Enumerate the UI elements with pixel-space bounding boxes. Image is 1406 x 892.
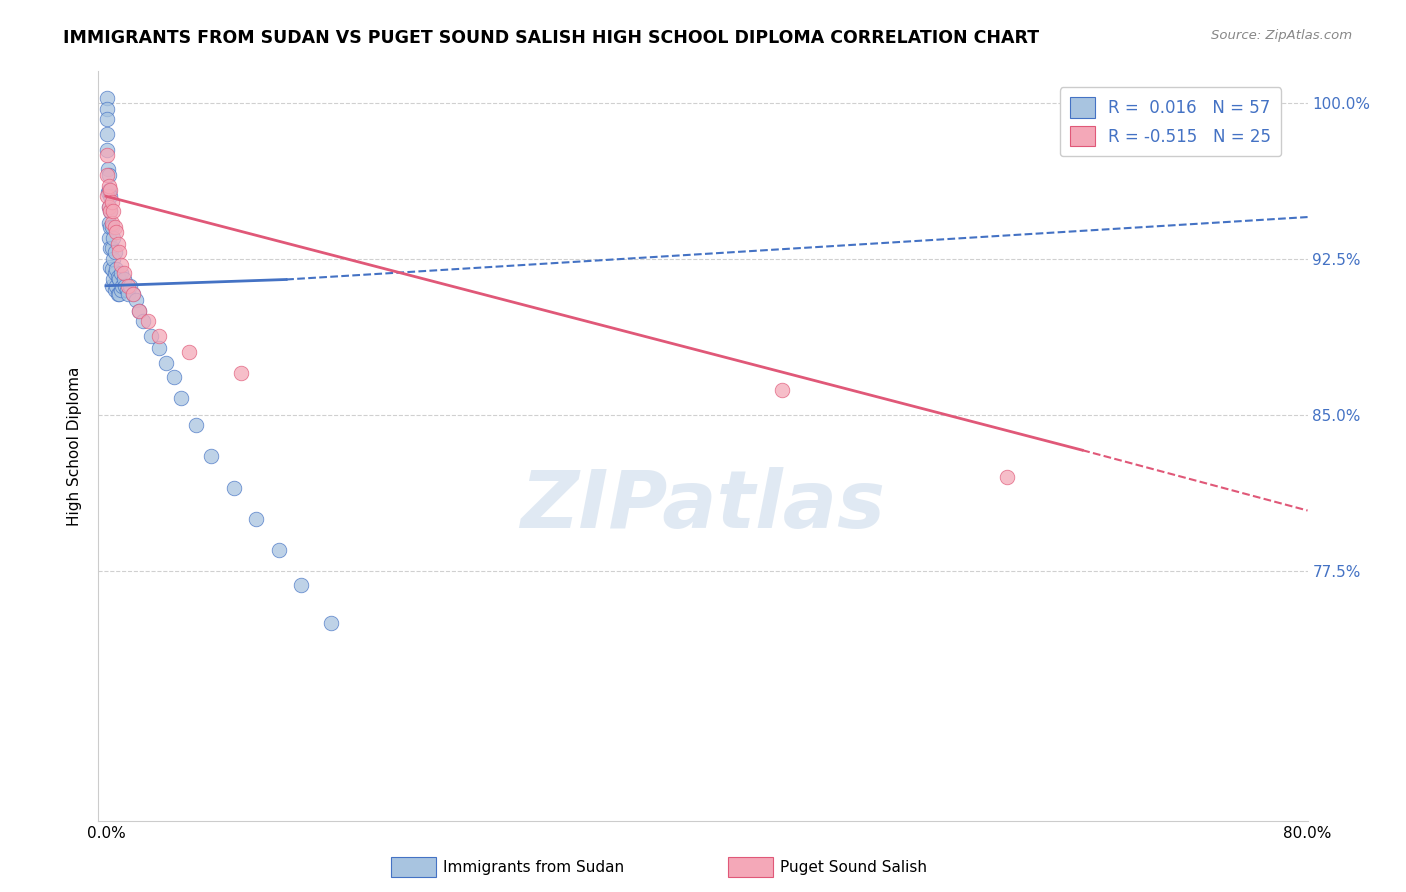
Point <box>101 220 124 235</box>
Point <box>103 272 125 286</box>
Point <box>103 252 125 266</box>
Point <box>96 169 118 183</box>
Point <box>96 91 118 105</box>
Point <box>200 450 222 464</box>
Point <box>103 231 125 245</box>
Point <box>132 314 155 328</box>
Text: Puget Sound Salish: Puget Sound Salish <box>780 860 928 874</box>
Point <box>321 615 343 630</box>
Point <box>105 262 128 277</box>
Point <box>155 356 177 370</box>
Point <box>100 189 122 203</box>
Point <box>101 241 124 255</box>
Point <box>184 418 207 433</box>
Point <box>101 195 124 210</box>
Point <box>995 470 1018 484</box>
Point <box>118 278 141 293</box>
Point <box>97 216 120 230</box>
Point <box>107 237 129 252</box>
Point <box>107 287 129 301</box>
Point <box>110 258 132 272</box>
Point <box>104 266 127 280</box>
Point <box>108 272 131 286</box>
Point <box>101 278 124 293</box>
Point <box>112 272 135 286</box>
Point <box>96 147 118 161</box>
Point <box>170 391 193 405</box>
Point <box>267 543 290 558</box>
Point <box>148 328 170 343</box>
Point <box>96 112 118 127</box>
Point <box>122 287 145 301</box>
Point <box>104 220 127 235</box>
Point <box>128 303 150 318</box>
Point <box>100 260 122 274</box>
Point <box>111 278 134 293</box>
Point <box>290 578 312 592</box>
Point <box>245 512 267 526</box>
Point <box>96 127 118 141</box>
Point <box>222 481 245 495</box>
Point <box>125 293 148 308</box>
Point <box>177 345 200 359</box>
Point <box>139 328 162 343</box>
Point <box>108 245 131 260</box>
Point <box>148 341 170 355</box>
Point <box>115 283 138 297</box>
Point <box>96 102 118 116</box>
Legend: R =  0.016   N = 57, R = -0.515   N = 25: R = 0.016 N = 57, R = -0.515 N = 25 <box>1060 87 1281 156</box>
Point <box>97 169 120 183</box>
Point <box>105 225 128 239</box>
Point <box>97 231 120 245</box>
Point <box>107 270 129 285</box>
Point <box>100 241 122 255</box>
Point <box>770 383 793 397</box>
Point <box>96 144 118 158</box>
Point <box>105 278 128 293</box>
Point <box>114 278 136 293</box>
Text: Source: ZipAtlas.com: Source: ZipAtlas.com <box>1212 29 1353 42</box>
Text: ZIPatlas: ZIPatlas <box>520 467 886 545</box>
Point <box>117 287 139 301</box>
Point <box>162 370 184 384</box>
Point <box>96 189 118 203</box>
Point <box>97 183 120 197</box>
Point <box>101 216 124 230</box>
Point <box>97 162 120 177</box>
Point <box>100 220 122 235</box>
Point <box>101 262 124 277</box>
Text: Immigrants from Sudan: Immigrants from Sudan <box>443 860 624 874</box>
Point <box>103 203 125 218</box>
Text: IMMIGRANTS FROM SUDAN VS PUGET SOUND SALISH HIGH SCHOOL DIPLOMA CORRELATION CHAR: IMMIGRANTS FROM SUDAN VS PUGET SOUND SAL… <box>63 29 1039 46</box>
Y-axis label: High School Diploma: High School Diploma <box>67 367 83 525</box>
Point <box>97 185 120 199</box>
Point <box>122 287 145 301</box>
Point <box>110 283 132 297</box>
Point <box>117 278 139 293</box>
Point <box>100 203 122 218</box>
Point <box>97 200 120 214</box>
Point <box>100 183 122 197</box>
Point <box>112 266 135 280</box>
Point <box>136 314 159 328</box>
Point <box>104 283 127 297</box>
Point <box>110 266 132 280</box>
Point <box>97 178 120 193</box>
Point <box>128 303 150 318</box>
Point <box>104 245 127 260</box>
Point <box>97 200 120 214</box>
Point <box>108 287 131 301</box>
Point <box>100 203 122 218</box>
Point <box>229 366 252 380</box>
